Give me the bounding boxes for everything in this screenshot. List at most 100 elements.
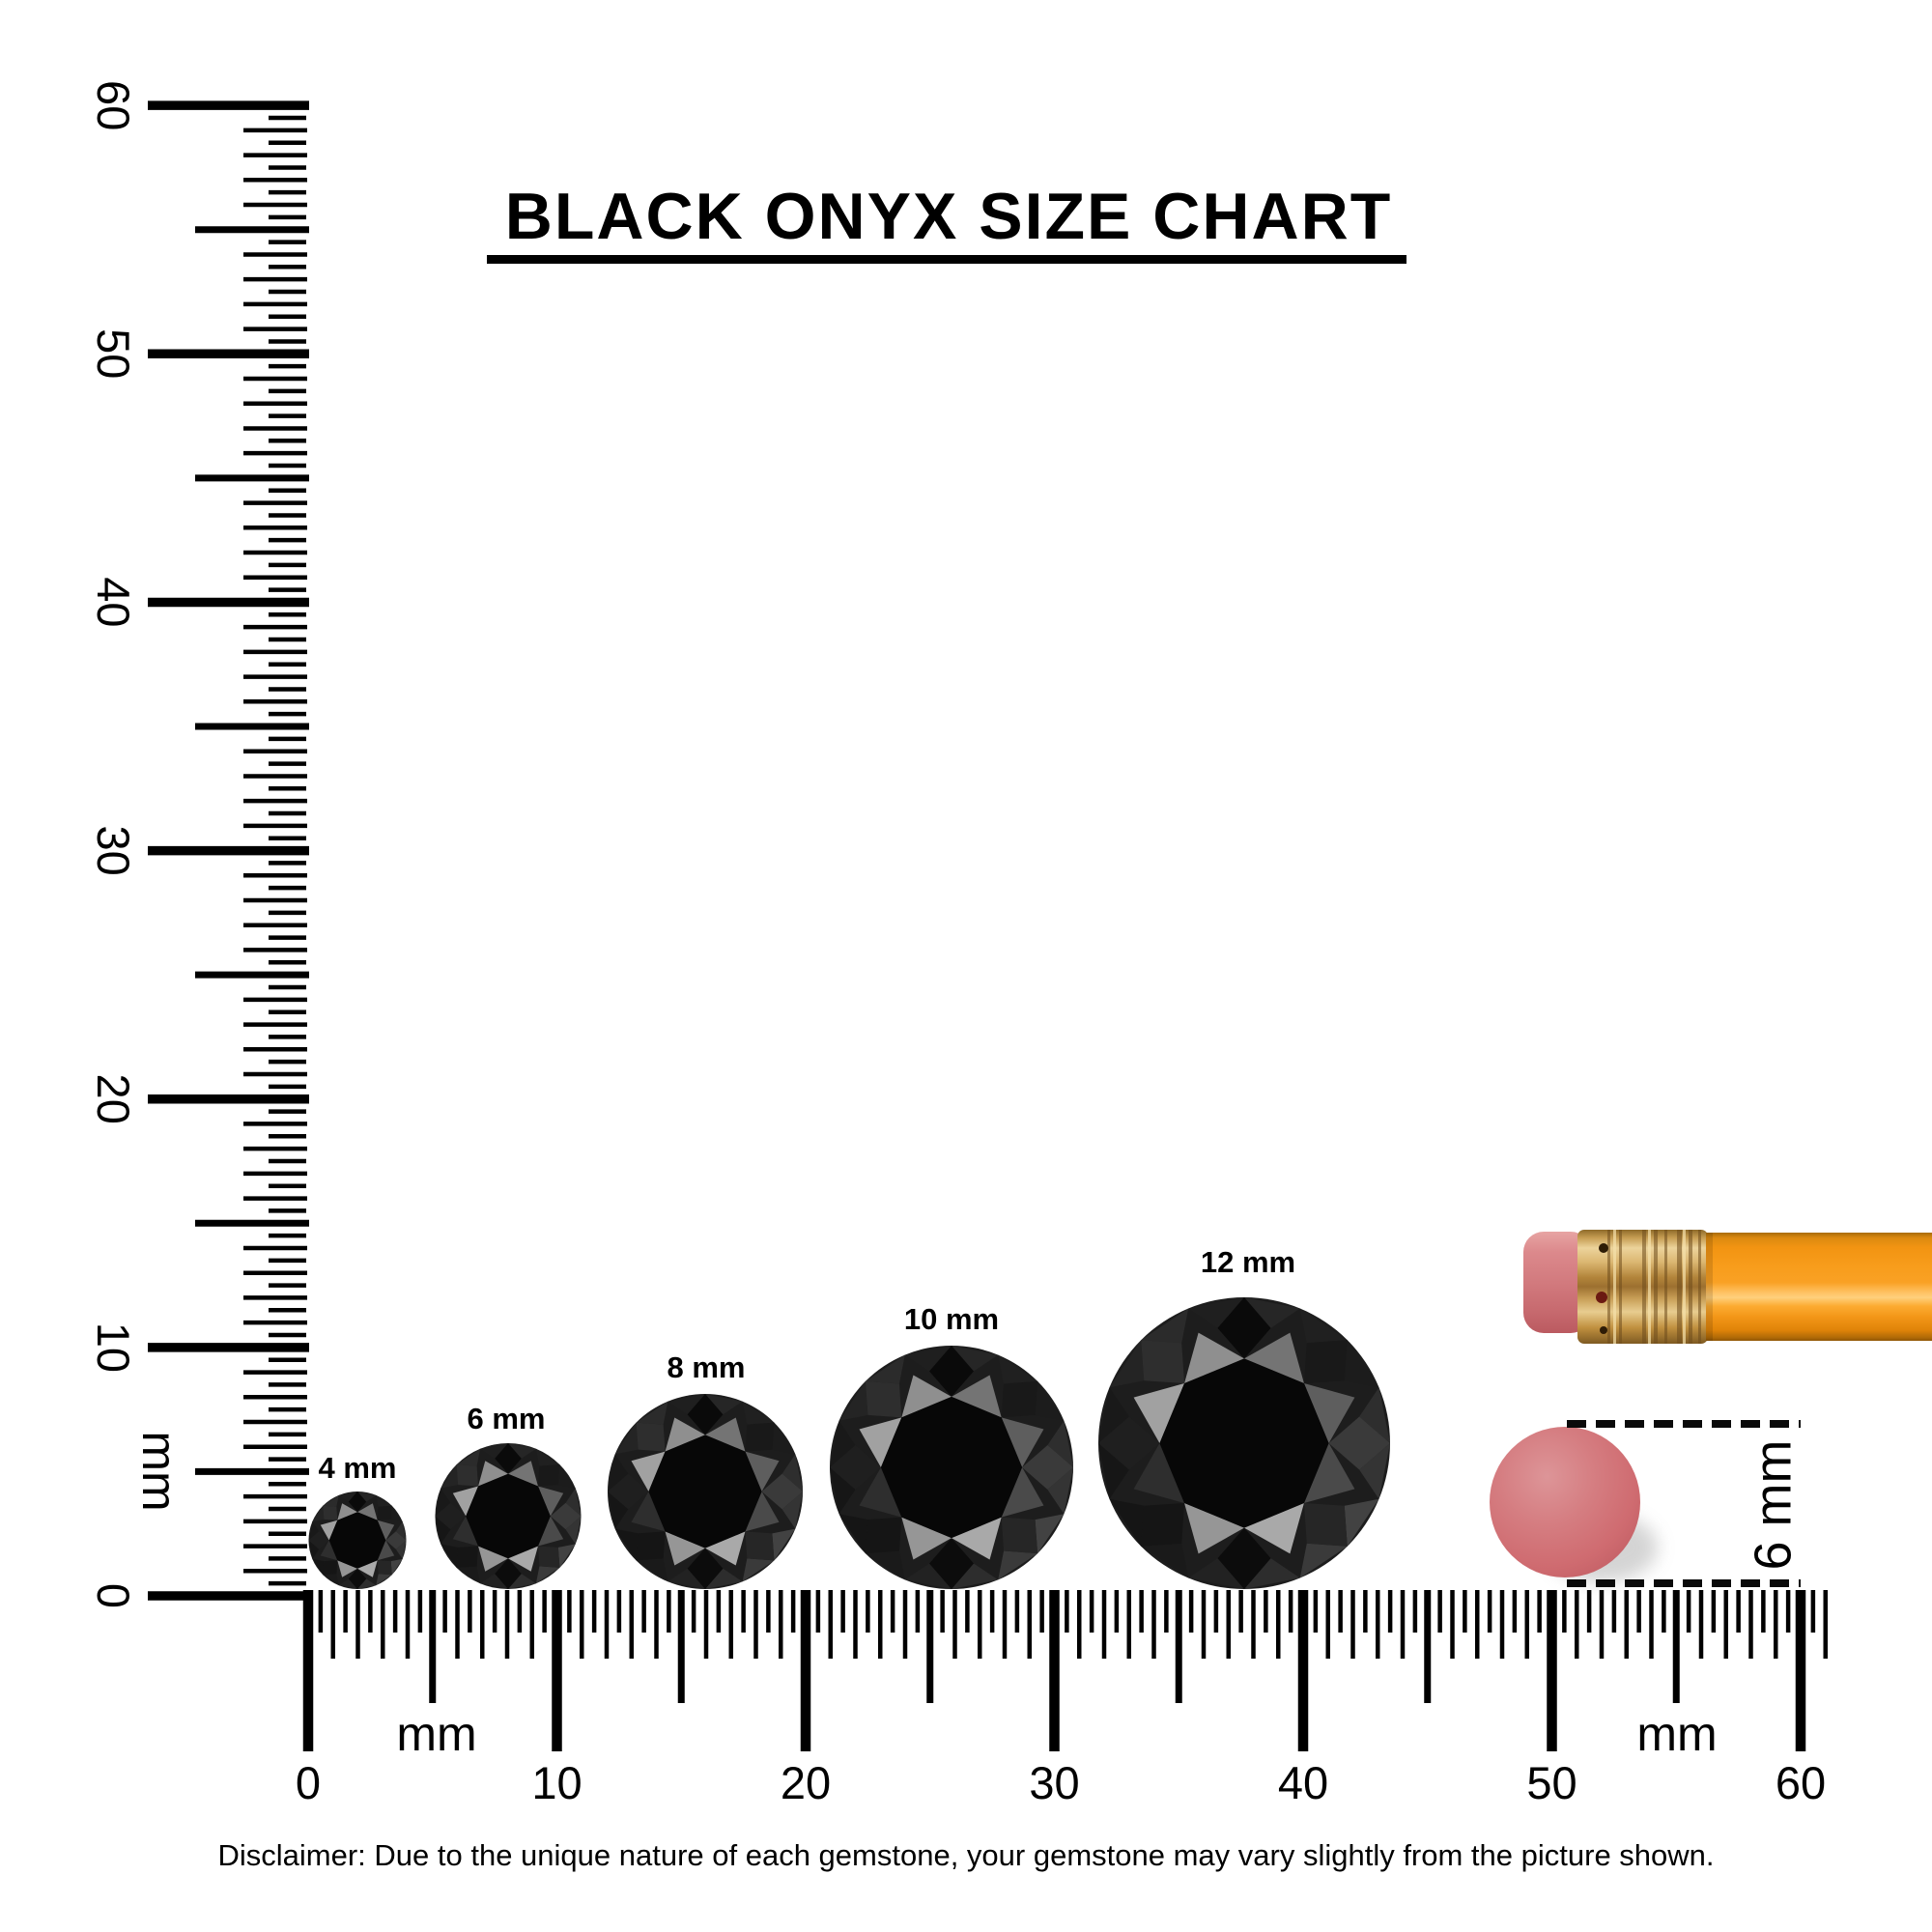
eraser-measure-label: 6 mm — [1744, 1440, 1802, 1571]
gem-facet — [1159, 1358, 1329, 1528]
gem-facet — [390, 1505, 403, 1522]
gem-facet — [320, 1540, 338, 1561]
gem-facet — [1001, 1417, 1044, 1467]
gem-facet — [452, 1516, 479, 1547]
gem-facet — [904, 1346, 952, 1372]
gem-facet — [337, 1503, 357, 1520]
gem-facet — [631, 1492, 666, 1532]
gem-facet — [1359, 1443, 1390, 1499]
gem-facet — [1299, 1543, 1348, 1578]
gem-facet — [745, 1492, 780, 1532]
v-label-20: 20 — [88, 1074, 139, 1124]
pencil-body — [1706, 1233, 1932, 1341]
gem-facet — [830, 1445, 881, 1490]
gem-facet — [781, 1492, 803, 1529]
gem-facet — [742, 1558, 775, 1582]
gem-facet — [1001, 1380, 1038, 1418]
gem-facet — [557, 1464, 576, 1489]
gem-facet — [1184, 1502, 1244, 1554]
gem-facet — [1133, 1443, 1185, 1503]
gem-facet — [565, 1488, 582, 1517]
gem-facet — [466, 1473, 551, 1559]
gem-facet — [668, 1568, 705, 1589]
title-underline — [487, 255, 1406, 264]
gem-facet — [830, 1467, 856, 1515]
gem-facet — [1184, 1332, 1244, 1384]
gem-facet — [608, 1454, 629, 1492]
gem-facet — [376, 1574, 392, 1586]
gem-facet — [480, 1574, 508, 1589]
gem-facet — [668, 1394, 705, 1415]
gem-facet — [1001, 1467, 1044, 1518]
h-label-20: 20 — [781, 1757, 831, 1808]
gem-facet — [357, 1492, 377, 1502]
gem-10mm-graphic — [830, 1346, 1073, 1589]
gem-facet — [1109, 1498, 1145, 1547]
gem-facet — [665, 1417, 705, 1452]
gem-facet — [508, 1443, 536, 1459]
v-unit-label: mm — [132, 1431, 186, 1511]
gem-facet — [687, 1548, 724, 1589]
gem-facet — [904, 1563, 952, 1589]
gem-facet — [1344, 1340, 1379, 1388]
gem-facet — [1141, 1502, 1185, 1547]
gem-facet — [608, 1492, 629, 1529]
v-label-30: 30 — [88, 825, 139, 875]
pencil-ferrule-dimple-mid — [1596, 1292, 1607, 1303]
gem-facet — [308, 1540, 320, 1559]
gem-facet — [1141, 1308, 1189, 1344]
h-label-50: 50 — [1526, 1757, 1577, 1808]
pencil-ferrule-dimple-top — [1599, 1243, 1608, 1253]
horizontal-ruler-ticks — [302, 1590, 1828, 1751]
pencil-eraser — [1523, 1232, 1591, 1333]
gem-facet — [323, 1505, 338, 1520]
gem-facet — [377, 1505, 392, 1520]
gem-facet — [308, 1521, 320, 1541]
gem-facet — [323, 1560, 338, 1576]
gem-8mm-graphic — [608, 1394, 803, 1589]
v-label-10: 10 — [88, 1322, 139, 1373]
gem-facet — [687, 1394, 724, 1435]
gem-facet — [377, 1560, 392, 1576]
gem-facet — [377, 1520, 395, 1541]
v-label-50: 50 — [88, 328, 139, 379]
gem-facet — [495, 1443, 522, 1474]
gemstones — [308, 1297, 1390, 1589]
pencil-ferrule-ridges — [1607, 1230, 1701, 1344]
gem-facet — [550, 1502, 582, 1530]
gem-facet — [952, 1375, 1002, 1418]
gem-facet — [508, 1546, 538, 1572]
gem-facet — [456, 1566, 481, 1584]
gem-facet — [614, 1528, 639, 1561]
h-label-60: 60 — [1776, 1757, 1826, 1808]
gem-6mm-graphic — [435, 1443, 582, 1589]
gem-facet — [537, 1464, 560, 1487]
gem-facet — [1141, 1543, 1189, 1578]
gem-facet — [865, 1517, 902, 1554]
gem-facet — [478, 1461, 508, 1487]
gem-facet — [1001, 1517, 1038, 1554]
gem-facet — [435, 1502, 467, 1530]
gem-facet — [665, 1531, 705, 1566]
gem-facet — [772, 1528, 796, 1561]
gem-facet — [1047, 1467, 1073, 1515]
pencil-ferrule-dimple-bottom — [1600, 1326, 1607, 1334]
gem-facet — [998, 1354, 1038, 1384]
gem-facet — [537, 1486, 564, 1517]
gem-label-6mm: 6 mm — [468, 1402, 546, 1435]
gem-facet — [1022, 1445, 1073, 1490]
gem-facet — [312, 1505, 325, 1522]
gem-facet — [901, 1517, 952, 1560]
gem-facet — [308, 1531, 329, 1549]
pencil-graphic — [1523, 1230, 1932, 1344]
gem-facet — [338, 1578, 357, 1589]
gem-facet — [508, 1461, 538, 1487]
pencil-ferrule-highlights — [1613, 1230, 1686, 1344]
gem-facet — [1098, 1443, 1129, 1499]
gem-facet — [565, 1516, 582, 1545]
gem-facet — [385, 1531, 407, 1549]
gem-facet — [456, 1546, 479, 1568]
gem-facet — [1109, 1340, 1145, 1388]
gem-facet — [390, 1558, 403, 1576]
